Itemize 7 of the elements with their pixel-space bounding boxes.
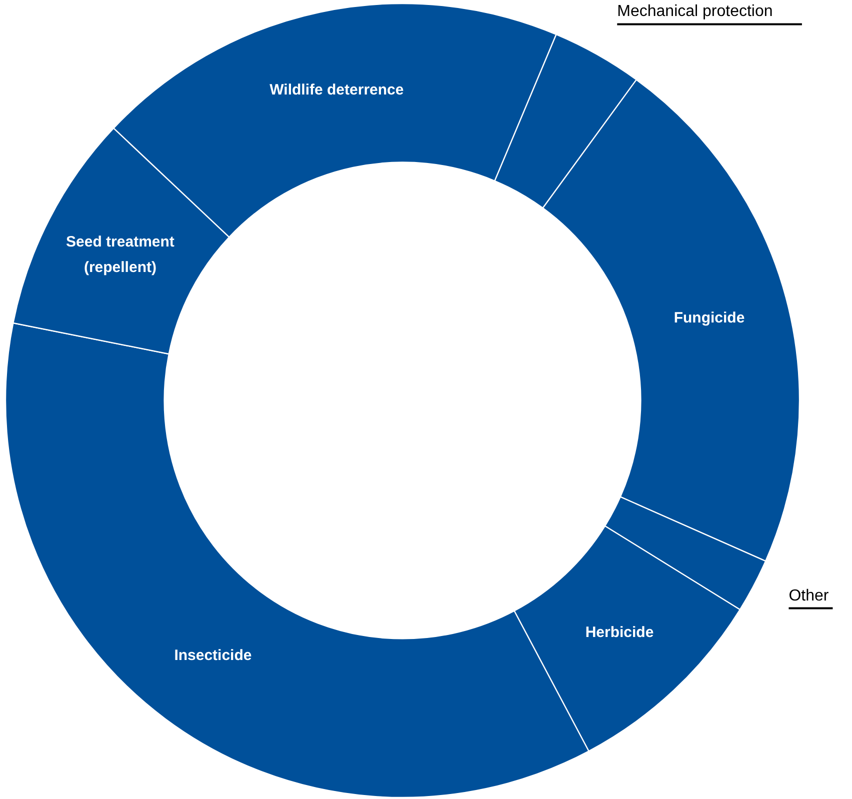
slice-label: Wildlife deterrence xyxy=(270,81,404,98)
slice-label: Other xyxy=(788,587,830,604)
slice-label: Fungicide xyxy=(674,310,745,327)
slice-label: Mechanical protection xyxy=(617,3,773,20)
slice-label: Insecticide xyxy=(174,646,252,664)
slice-label: Herbicide xyxy=(585,624,654,641)
slice-label: Seed treatment (repellent) xyxy=(66,234,174,276)
